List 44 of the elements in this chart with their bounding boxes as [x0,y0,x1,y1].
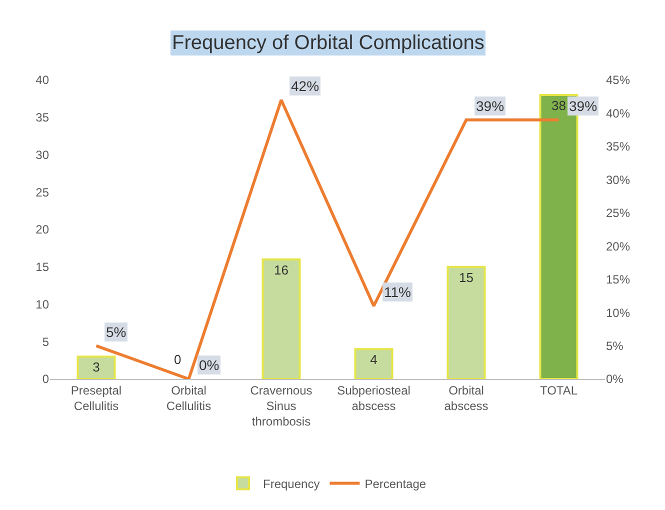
bar [262,258,301,379]
x-tick-label: Preseptal Cellulitis [70,383,122,413]
y-tick-label: 30 [36,148,50,162]
y-tick-label: 25 [36,185,50,200]
bar [76,356,116,379]
bar [354,348,394,379]
data-label: 42% [291,78,320,94]
chart-title: Frequency of Orbital Complications [172,32,484,54]
y2-tick-label: 0% [606,372,624,386]
x-tick-label: Orbital Cellulitis [166,383,212,413]
y2-tick-label: 15% [606,272,630,287]
x-tick-label: Orbital abscess [444,383,488,413]
data-label: 38 [552,98,566,113]
data-label: 0 [174,352,182,367]
y2-tick-label: 5% [606,338,624,353]
data-label: 3 [92,360,100,375]
y-tick-label: 20 [36,222,50,237]
y2-tick-label: 20% [606,239,630,254]
x-tick-label: Cravernous Sinus thrombosis [250,383,312,429]
y2-tick-label: 35% [606,140,630,154]
data-label: 4 [370,352,378,368]
y-tick-label: 15 [36,260,50,274]
data-label: 5% [106,324,126,340]
y2-tick-label: 25% [606,206,630,220]
y2-tick-label: 45% [606,73,630,88]
legend-label: Percentage [364,476,426,491]
y2-tick-label: 40% [606,106,630,120]
y2-tick-label: 30% [606,172,630,187]
y-tick-label: 10 [36,297,50,312]
y2-tick-label: 10% [606,306,630,320]
x-tick-label: TOTAL [540,383,578,398]
bar [446,266,486,379]
data-label: 39% [476,98,504,114]
y-tick-label: 35 [36,110,50,125]
x-tick-label: Subperiosteal abscess [337,383,410,413]
data-label: 39% [569,98,598,114]
data-label: 15 [459,270,474,285]
data-label: 16 [274,262,288,278]
y-tick-label: 40 [36,73,50,88]
y-tick-label: 0 [42,372,50,386]
data-label: 11% [384,284,411,300]
data-label: 0% [199,357,220,373]
y-tick-label: 5 [42,334,50,349]
legend-label: Frequency [263,476,320,491]
